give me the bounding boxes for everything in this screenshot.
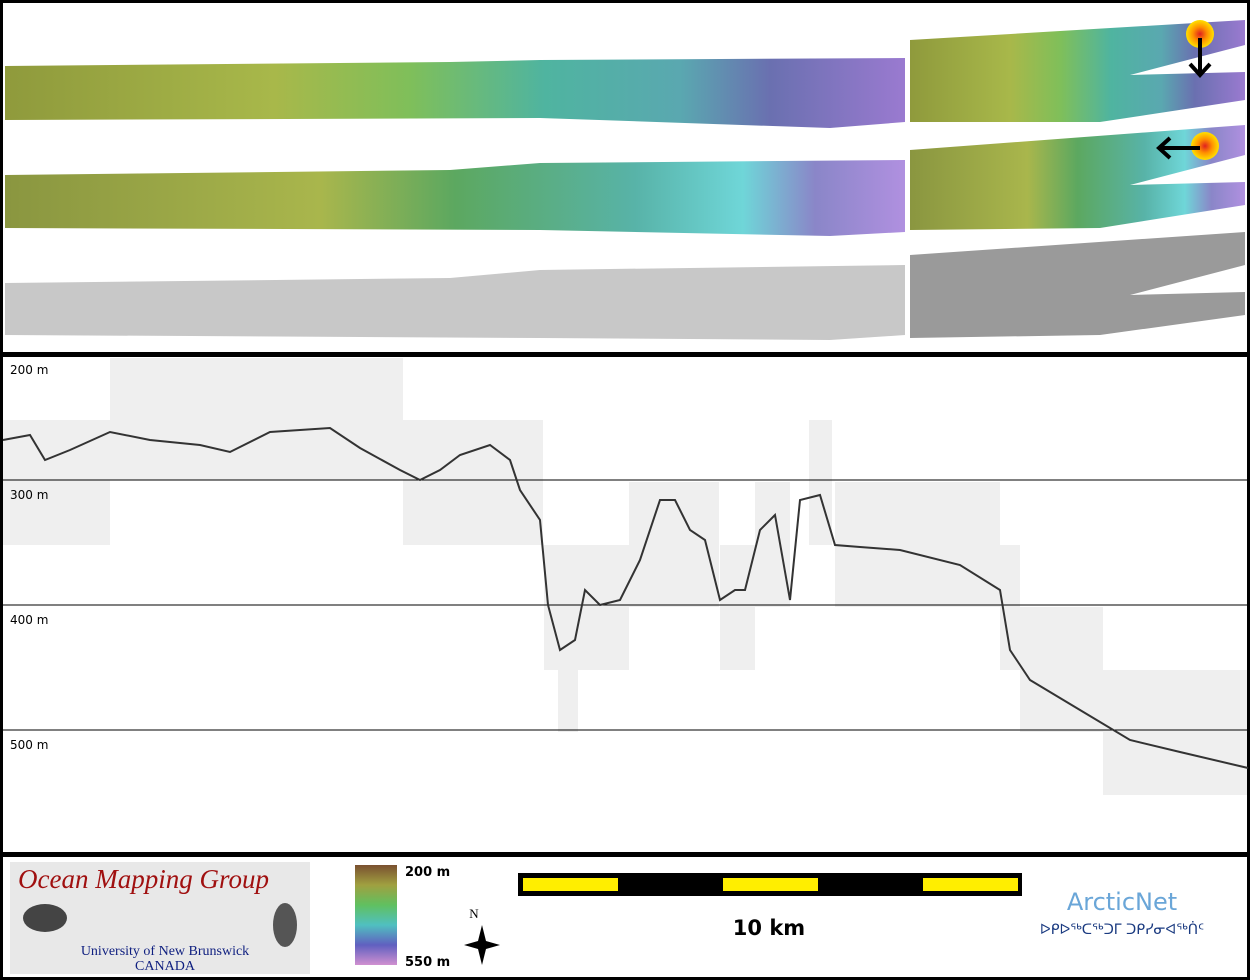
profile-window: [1000, 545, 1020, 670]
partner-inuktitut: ᐅᑭᐅᖅᑕᖅᑐᒥ ᑐᑭᓯᓂᐊᖅᑏᑦ: [1040, 921, 1204, 938]
colorbar-top: 200 m: [405, 865, 450, 880]
depth-label: 300 m: [10, 488, 48, 502]
illumination-arrow: [1156, 136, 1200, 160]
swath-shaded-1b: [910, 20, 1245, 122]
profile-window: [403, 420, 543, 545]
depth-label: 400 m: [10, 613, 48, 627]
logo-university: University of New Brunswick: [81, 944, 249, 959]
scale-segment: [723, 878, 818, 891]
swaths: [5, 20, 1245, 340]
partner-name: ArcticNet: [1067, 888, 1177, 916]
legend: Ocean Mapping Group University of New Br…: [10, 862, 1204, 974]
profile-window: [544, 545, 629, 670]
sun-icon: [1191, 132, 1219, 160]
logo-country: CANADA: [135, 959, 196, 974]
logo-title: Ocean Mapping Group: [18, 864, 269, 894]
swath-shaded-2: [5, 160, 905, 236]
profile-window: [629, 482, 719, 607]
profile-window: [720, 545, 755, 670]
colorbar: [355, 865, 397, 965]
sun-icon: [1186, 20, 1214, 48]
swath-shaded-1: [5, 58, 905, 128]
logo-shape: [23, 904, 67, 932]
north-arrow: [464, 925, 500, 965]
profile-window: [558, 605, 578, 732]
logo-shape: [273, 903, 297, 947]
profile-window: [1103, 670, 1247, 795]
illumination-arrow: [1188, 38, 1212, 78]
scale-segment: [523, 878, 618, 891]
profile: 200 m 300 m 400 m 500 m: [2, 358, 1249, 795]
swath-backscatter: [5, 265, 905, 340]
profile-window: [1020, 607, 1103, 732]
scale-segment: [923, 878, 1018, 891]
colorbar-bottom: 550 m: [405, 955, 450, 970]
north-label: N: [469, 906, 479, 921]
seabed-profile: [2, 426, 1249, 769]
depth-label: 500 m: [10, 738, 48, 752]
profile-window: [755, 482, 790, 607]
swath-backscatter-b: [910, 232, 1245, 338]
profile-window: [110, 358, 403, 480]
profile-window: [835, 482, 1000, 607]
depth-label: 200 m: [10, 363, 48, 377]
scale-label: 10 km: [733, 916, 805, 940]
